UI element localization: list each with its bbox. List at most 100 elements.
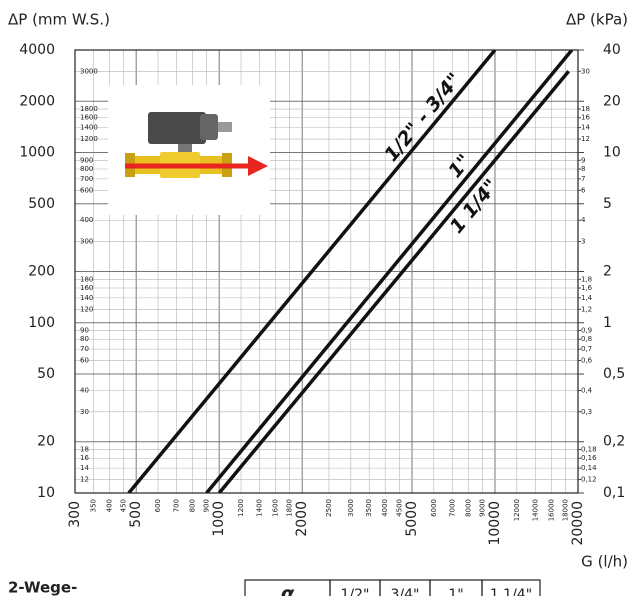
x-minor-tick-label: 800 [188,499,196,512]
x-minor-tick-label: 400 [105,499,113,512]
x-tick-label: 10000 [487,501,503,546]
table-header: 1/2" [341,587,370,596]
x-tick-label: 5000 [404,501,420,537]
x-minor-tick-label: 9000 [478,499,486,517]
x-minor-tick-label: 1400 [255,499,263,517]
y-minor-tick-label: 900 [80,156,93,164]
table-header: 1" [448,587,463,596]
y-tick-label: 500 [28,196,55,212]
y2-minor-tick-label: 16 [581,114,590,122]
y-minor-tick-label: 70 [80,345,89,353]
x-axis-title: G (l/h) [581,553,628,571]
y-minor-tick-label: 1800 [80,105,98,113]
x-minor-tick-label: 16000 [547,499,555,521]
x-minor-tick-label: 450 [120,499,128,512]
x-minor-tick-label: 3500 [365,499,373,517]
x-tick-label: 1000 [211,501,227,537]
y2-tick-label: 0,1 [603,485,625,501]
y-minor-tick-label: 1400 [80,124,98,132]
y2-minor-tick-label: 0,16 [581,454,597,462]
y-minor-tick-label: 90 [80,327,89,335]
y-minor-tick-label: 160 [80,284,93,292]
y2-minor-tick-label: 3 [581,238,585,246]
y2-minor-tick-label: 4 [581,216,586,224]
x-tick-label: 500 [128,501,144,528]
y-tick-label: 20 [37,434,55,450]
x-minor-tick-label: 900 [203,499,211,512]
x-minor-tick-label: 7000 [448,499,456,517]
x-minor-tick-label: 700 [172,499,180,512]
y-minor-tick-label: 14 [80,464,89,472]
y2-minor-tick-label: 9 [581,156,585,164]
y2-minor-tick-label: 0,14 [581,464,597,472]
x-minor-tick-label: 600 [154,499,162,512]
y2-tick-label: 10 [603,145,621,161]
y-minor-tick-label: 800 [80,165,93,173]
y2-tick-label: 0,5 [603,366,625,382]
y-axis-title: ΔP (mm W.S.) [8,11,110,29]
y2-minor-tick-label: 1,2 [581,305,592,313]
y-minor-tick-label: 140 [80,294,93,302]
y-tick-label: 100 [28,315,55,331]
y2-minor-tick-label: 8 [581,165,585,173]
x-tick-label: 300 [67,501,83,528]
y2-minor-tick-label: 0,6 [581,357,593,365]
x-minor-tick-label: 4000 [381,499,389,517]
y-minor-tick-label: 120 [80,305,93,313]
y2-axis-title: ΔP (kPa) [566,11,628,29]
x-minor-tick-label: 18000 [561,499,569,521]
y-minor-tick-label: 80 [80,335,89,343]
y2-minor-tick-label: 1,4 [581,294,593,302]
y-minor-tick-label: 40 [80,386,89,394]
footer-heading: 2-Wege- [8,579,77,596]
x-minor-tick-label: 4500 [395,499,403,517]
y2-minor-tick-label: 0,9 [581,327,592,335]
x-tick-label: 20000 [570,501,586,546]
table-header: 1 1/4" [490,587,532,596]
x-minor-tick-label: 3000 [347,499,355,517]
x-minor-tick-label: 1800 [286,499,294,517]
y2-tick-label: 1 [603,315,612,331]
y2-minor-tick-label: 7 [581,175,585,183]
y-minor-tick-label: 1200 [80,135,98,143]
y-minor-tick-label: 3000 [80,67,98,75]
x-minor-tick-label: 350 [89,499,97,512]
y-minor-tick-label: 60 [80,357,89,365]
x-minor-tick-label: 8000 [464,499,472,517]
y-minor-tick-label: 16 [80,454,89,462]
valve-illustration [108,85,270,215]
y2-minor-tick-label: 6 [581,186,586,194]
y-minor-tick-label: 180 [80,275,93,283]
y-tick-label: 2000 [19,93,55,109]
y-tick-label: 1000 [19,145,55,161]
y2-minor-tick-label: 0,8 [581,335,592,343]
x-minor-tick-label: 6000 [430,499,438,517]
chart: ΔP (mm W.S.) ΔP (kPa) G (l/h) 2-Wege- α 1… [0,0,632,596]
y2-tick-label: 20 [603,93,621,109]
x-minor-tick-label: 2500 [325,499,333,517]
y-minor-tick-label: 18 [80,446,89,454]
x-minor-tick-label: 1600 [271,499,279,517]
y2-minor-tick-label: 0,4 [581,386,593,394]
y-minor-tick-label: 12 [80,476,89,484]
y2-minor-tick-label: 0,7 [581,345,592,353]
y-minor-tick-label: 600 [80,186,93,194]
y2-minor-tick-label: 0,3 [581,408,592,416]
y2-tick-label: 0,2 [603,434,625,450]
y-tick-label: 10 [37,485,55,501]
y2-minor-tick-label: 12 [581,135,590,143]
y2-minor-tick-label: 1,6 [581,284,593,292]
table-header: α [281,582,295,596]
y2-tick-label: 2 [603,264,612,280]
y2-minor-tick-label: 14 [581,124,590,132]
x-minor-tick-label: 1200 [237,499,245,517]
y-tick-label: 200 [28,264,55,280]
y2-tick-label: 40 [603,42,621,58]
x-minor-tick-label: 12000 [513,499,521,521]
x-minor-tick-label: 14000 [531,499,539,521]
y-minor-tick-label: 300 [80,238,93,246]
y2-minor-tick-label: 1,8 [581,275,592,283]
y-minor-tick-label: 30 [80,408,89,416]
y-minor-tick-label: 700 [80,175,93,183]
